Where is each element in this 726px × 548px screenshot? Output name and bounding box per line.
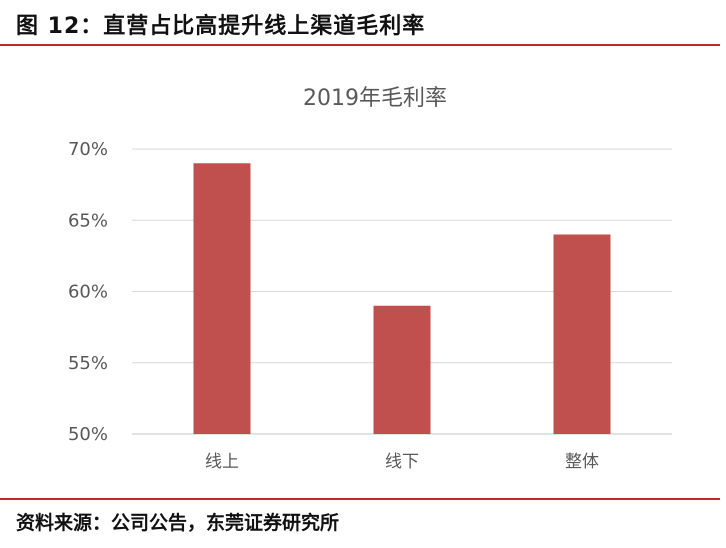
y-axis-ticks: 50% 55% 60% 65% 70% xyxy=(68,139,108,445)
bar xyxy=(193,163,251,434)
bottom-rule xyxy=(0,498,720,500)
bar xyxy=(373,305,431,434)
chart-title: 2019年毛利率 xyxy=(303,86,447,111)
figure-title: 图 12：直营占比高提升线上渠道毛利率 xyxy=(16,14,426,39)
y-tick-label: 50% xyxy=(68,424,108,445)
bar-chart: 2019年毛利率 50% 55% 60% 65% 70% 线上 线下 整体 xyxy=(68,86,672,472)
top-rule xyxy=(0,44,720,46)
x-category-label: 线上 xyxy=(205,452,239,472)
source-note: 资料来源：公司公告，东莞证券研究所 xyxy=(16,512,340,534)
y-tick-label: 65% xyxy=(68,210,108,231)
y-tick-label: 55% xyxy=(68,353,108,374)
x-category-label: 线下 xyxy=(385,452,419,472)
x-axis-categories: 线上 线下 整体 xyxy=(205,452,599,472)
bar xyxy=(553,234,611,434)
y-tick-label: 70% xyxy=(68,139,108,160)
y-tick-label: 60% xyxy=(68,282,108,303)
bars xyxy=(193,163,611,434)
x-category-label: 整体 xyxy=(565,452,599,472)
